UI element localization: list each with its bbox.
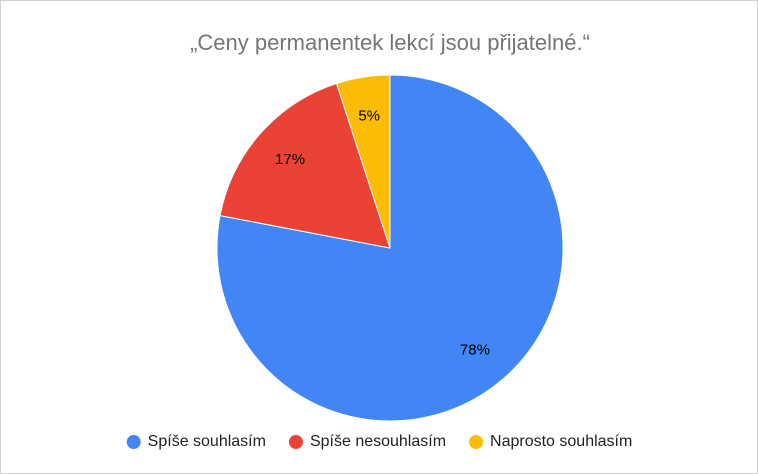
legend-label: Spíše souhlasím: [148, 433, 266, 450]
legend-marker: [469, 435, 484, 449]
legend-marker: [126, 435, 141, 449]
legend-label: Spíše nesouhlasím: [310, 433, 446, 450]
data-label: 5%: [358, 107, 380, 124]
legend-marker: [288, 435, 303, 449]
legend-label: Naprosto souhlasím: [490, 433, 632, 450]
data-label: 17%: [275, 151, 305, 168]
pie-slice: [219, 82, 391, 249]
pie-slice: [335, 74, 391, 249]
data-label: 78%: [460, 342, 490, 359]
chart-title: „Ceny permanentek lekcí jsou přijatelné.…: [190, 30, 590, 55]
